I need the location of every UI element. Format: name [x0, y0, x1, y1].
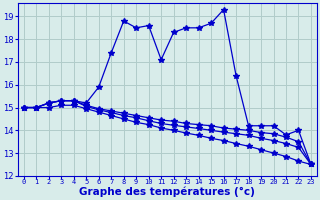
X-axis label: Graphe des températures (°c): Graphe des températures (°c)	[79, 187, 255, 197]
